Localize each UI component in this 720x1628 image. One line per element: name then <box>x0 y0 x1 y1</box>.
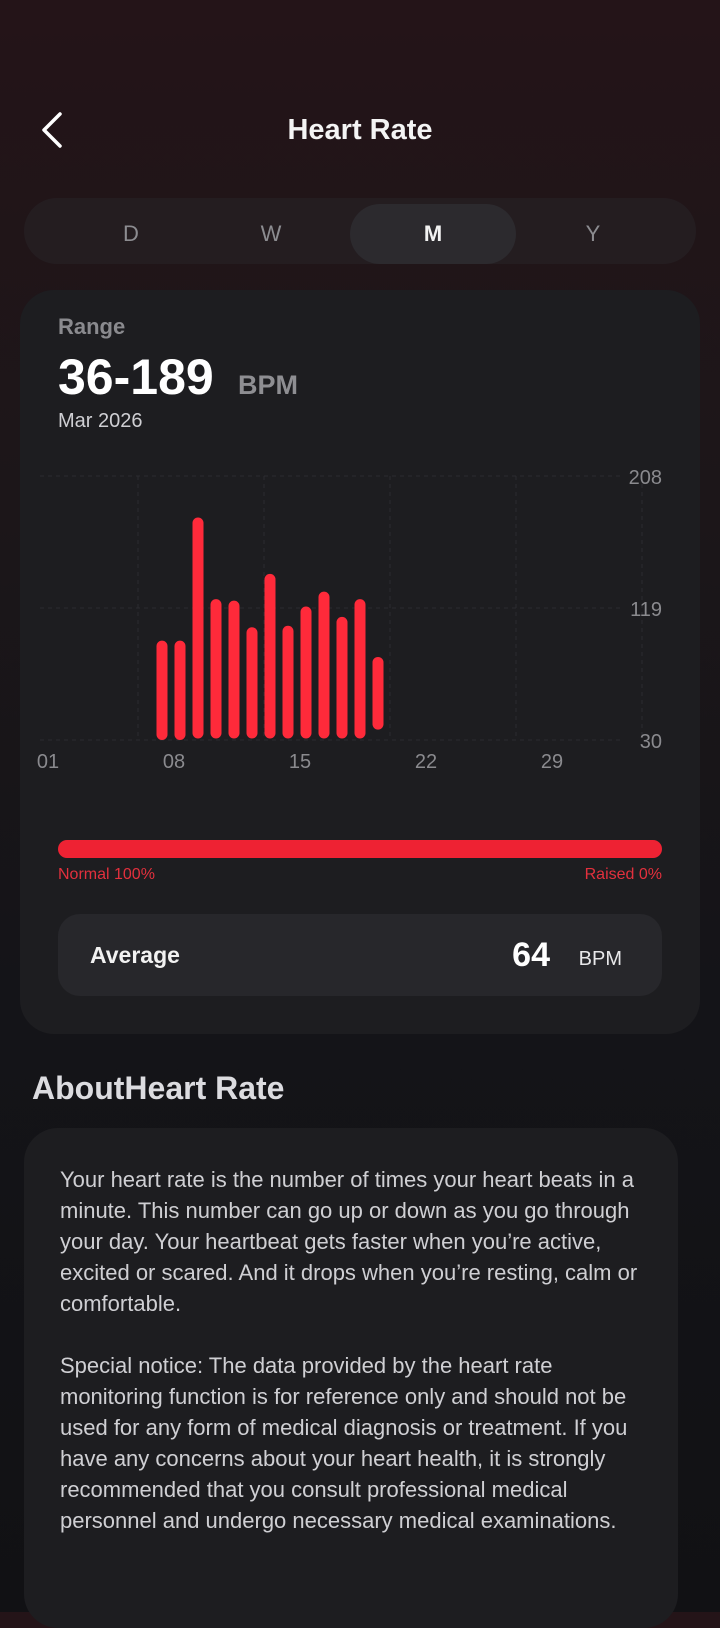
about-title: AboutHeart Rate <box>32 1070 285 1106</box>
chart-bar <box>192 517 204 739</box>
range-unit: BPM <box>238 370 298 400</box>
chart-bar <box>318 591 330 739</box>
period-tabs: D W M Y <box>24 198 696 264</box>
average-value: 64 <box>512 936 550 974</box>
chart-bar <box>246 627 258 739</box>
x-tick-label: 01 <box>37 751 59 773</box>
chart-bar <box>354 599 366 739</box>
x-tick-label: 22 <box>415 751 437 773</box>
y-tick-label: 30 <box>640 731 662 753</box>
y-tick-label: 119 <box>630 599 662 621</box>
back-button[interactable] <box>32 108 76 152</box>
range-label: Range <box>58 314 126 339</box>
heart-rate-chart[interactable]: 208 119 30 01 08 15 22 29 <box>20 290 700 810</box>
average-unit: BPM <box>578 948 622 970</box>
normal-zone-label: Normal 100% <box>58 866 155 883</box>
about-text: Your heart rate is the number of times y… <box>60 1164 650 1567</box>
average-label: Average <box>90 942 180 968</box>
chart-bar <box>156 640 168 740</box>
about-paragraph-2: Special notice: The data provided by the… <box>60 1353 628 1533</box>
chart-bar <box>264 573 276 739</box>
tab-year[interactable]: Y <box>585 221 601 246</box>
chart-bar <box>210 599 222 739</box>
chart-bar <box>228 600 240 739</box>
chart-bar <box>300 606 312 739</box>
header-bar: Heart Rate <box>0 90 720 170</box>
chart-bar <box>282 625 294 739</box>
zone-ratio-bar <box>58 840 662 858</box>
raised-zone-label: Raised 0% <box>584 866 662 883</box>
about-paragraph-1: Your heart rate is the number of times y… <box>60 1167 638 1316</box>
chart-bar <box>336 616 348 739</box>
range-value: 36-189 <box>58 349 214 405</box>
about-card: Your heart rate is the number of times y… <box>24 1128 678 1628</box>
x-tick-label: 15 <box>289 751 311 773</box>
tab-week[interactable]: W <box>260 221 282 246</box>
chart-bar <box>174 640 186 740</box>
chart-bar <box>372 656 384 730</box>
tab-day[interactable]: D <box>123 221 139 246</box>
heart-rate-summary-card: Range 36-189 BPM Mar 2026 208 119 30 01 08 15… <box>20 290 700 1034</box>
x-tick-label: 29 <box>541 751 563 773</box>
page-title: Heart Rate <box>287 114 433 146</box>
average-panel: Average 64 BPM <box>58 914 662 996</box>
date-label: Mar 2026 <box>58 410 143 432</box>
chevron-left-icon <box>42 112 62 148</box>
tab-month[interactable]: M <box>350 204 516 264</box>
x-tick-label: 08 <box>163 751 185 773</box>
y-tick-label: 208 <box>629 467 662 489</box>
